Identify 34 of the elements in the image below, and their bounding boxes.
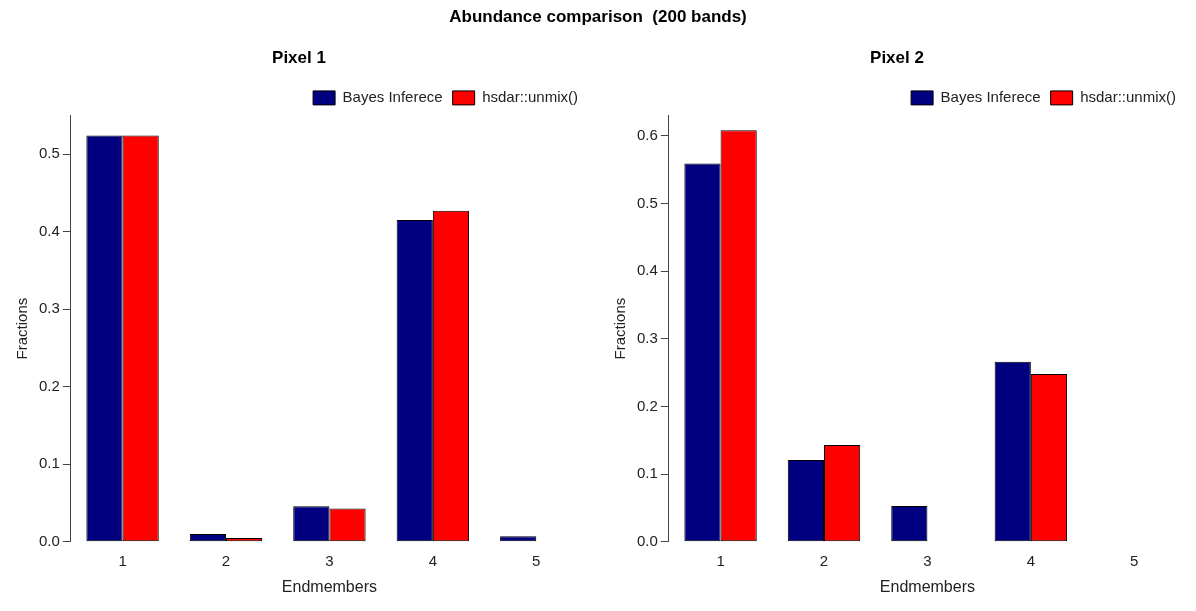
y-tick-label: 0.2 (38, 376, 60, 394)
x-tick-label: 3 (325, 551, 334, 569)
y-tick-label: 0.1 (636, 464, 658, 482)
x-axis-title: Endmembers (879, 577, 975, 595)
x-axis-title: Endmembers (281, 577, 377, 595)
y-tick-label: 0.6 (636, 125, 658, 143)
x-tick-label: 4 (1026, 551, 1036, 569)
y-tick-label: 0.3 (38, 299, 60, 317)
legend-label: hsdar::unmix() (482, 88, 578, 106)
y-tick-label: 0.0 (636, 531, 658, 549)
chart-title: Pixel 1 (272, 47, 326, 67)
y-tick-label: 0.5 (38, 144, 60, 162)
x-tick-label: 5 (1130, 551, 1139, 569)
x-tick-label: 5 (532, 551, 541, 569)
chart-title: Pixel 2 (870, 47, 924, 67)
y-axis-title: Fractions (611, 297, 629, 360)
y-tick-label: 0.1 (38, 454, 60, 472)
legend-label: hsdar::unmix() (1080, 88, 1176, 106)
text: Abundance comparison (200 bands) (448, 6, 748, 28)
x-tick-label: 1 (118, 551, 127, 569)
y-tick-label: 0.3 (636, 328, 658, 346)
y-axis-title: Fractions (13, 297, 31, 360)
legend-label: Bayes Inferece (940, 88, 1041, 106)
y-tick-label: 0.4 (636, 261, 658, 279)
x-tick-label: 1 (716, 551, 725, 569)
y-tick-label: 0.5 (636, 193, 658, 211)
y-tick-label: 0.4 (38, 221, 60, 239)
y-tick-label: 0.2 (636, 396, 658, 414)
y-tick-label: 0.0 (38, 531, 60, 549)
x-tick-label: 4 (428, 551, 438, 569)
x-tick-label: 3 (923, 551, 932, 569)
x-tick-label: 2 (221, 551, 231, 569)
legend-label: Bayes Inferece (342, 88, 443, 106)
x-tick-label: 2 (819, 551, 829, 569)
